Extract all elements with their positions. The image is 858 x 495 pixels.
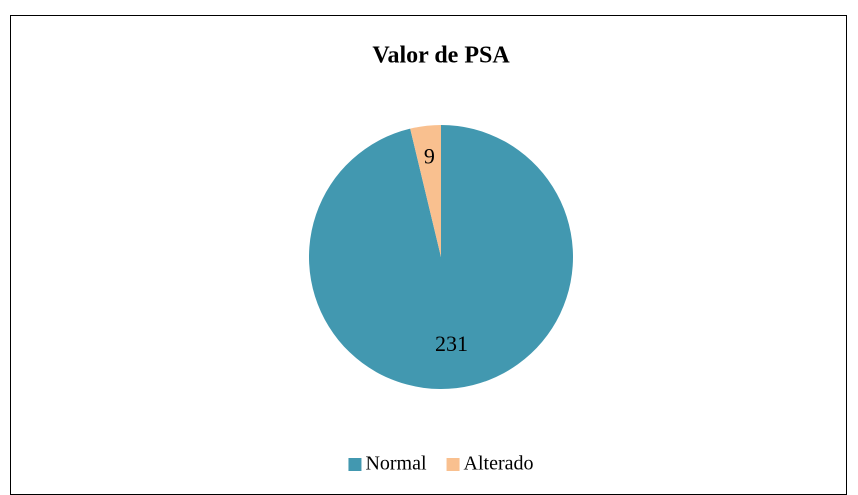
data-label: 9 bbox=[424, 144, 435, 169]
legend-swatch bbox=[446, 458, 460, 471]
legend-swatch bbox=[348, 458, 362, 471]
data-label: 231 bbox=[435, 331, 468, 356]
pie-slice bbox=[308, 125, 573, 389]
chart-title: Valor de PSA bbox=[372, 43, 510, 69]
legend-label: Normal bbox=[365, 453, 427, 475]
pie-slice bbox=[410, 125, 441, 257]
legend-label: Alterado bbox=[464, 453, 534, 475]
